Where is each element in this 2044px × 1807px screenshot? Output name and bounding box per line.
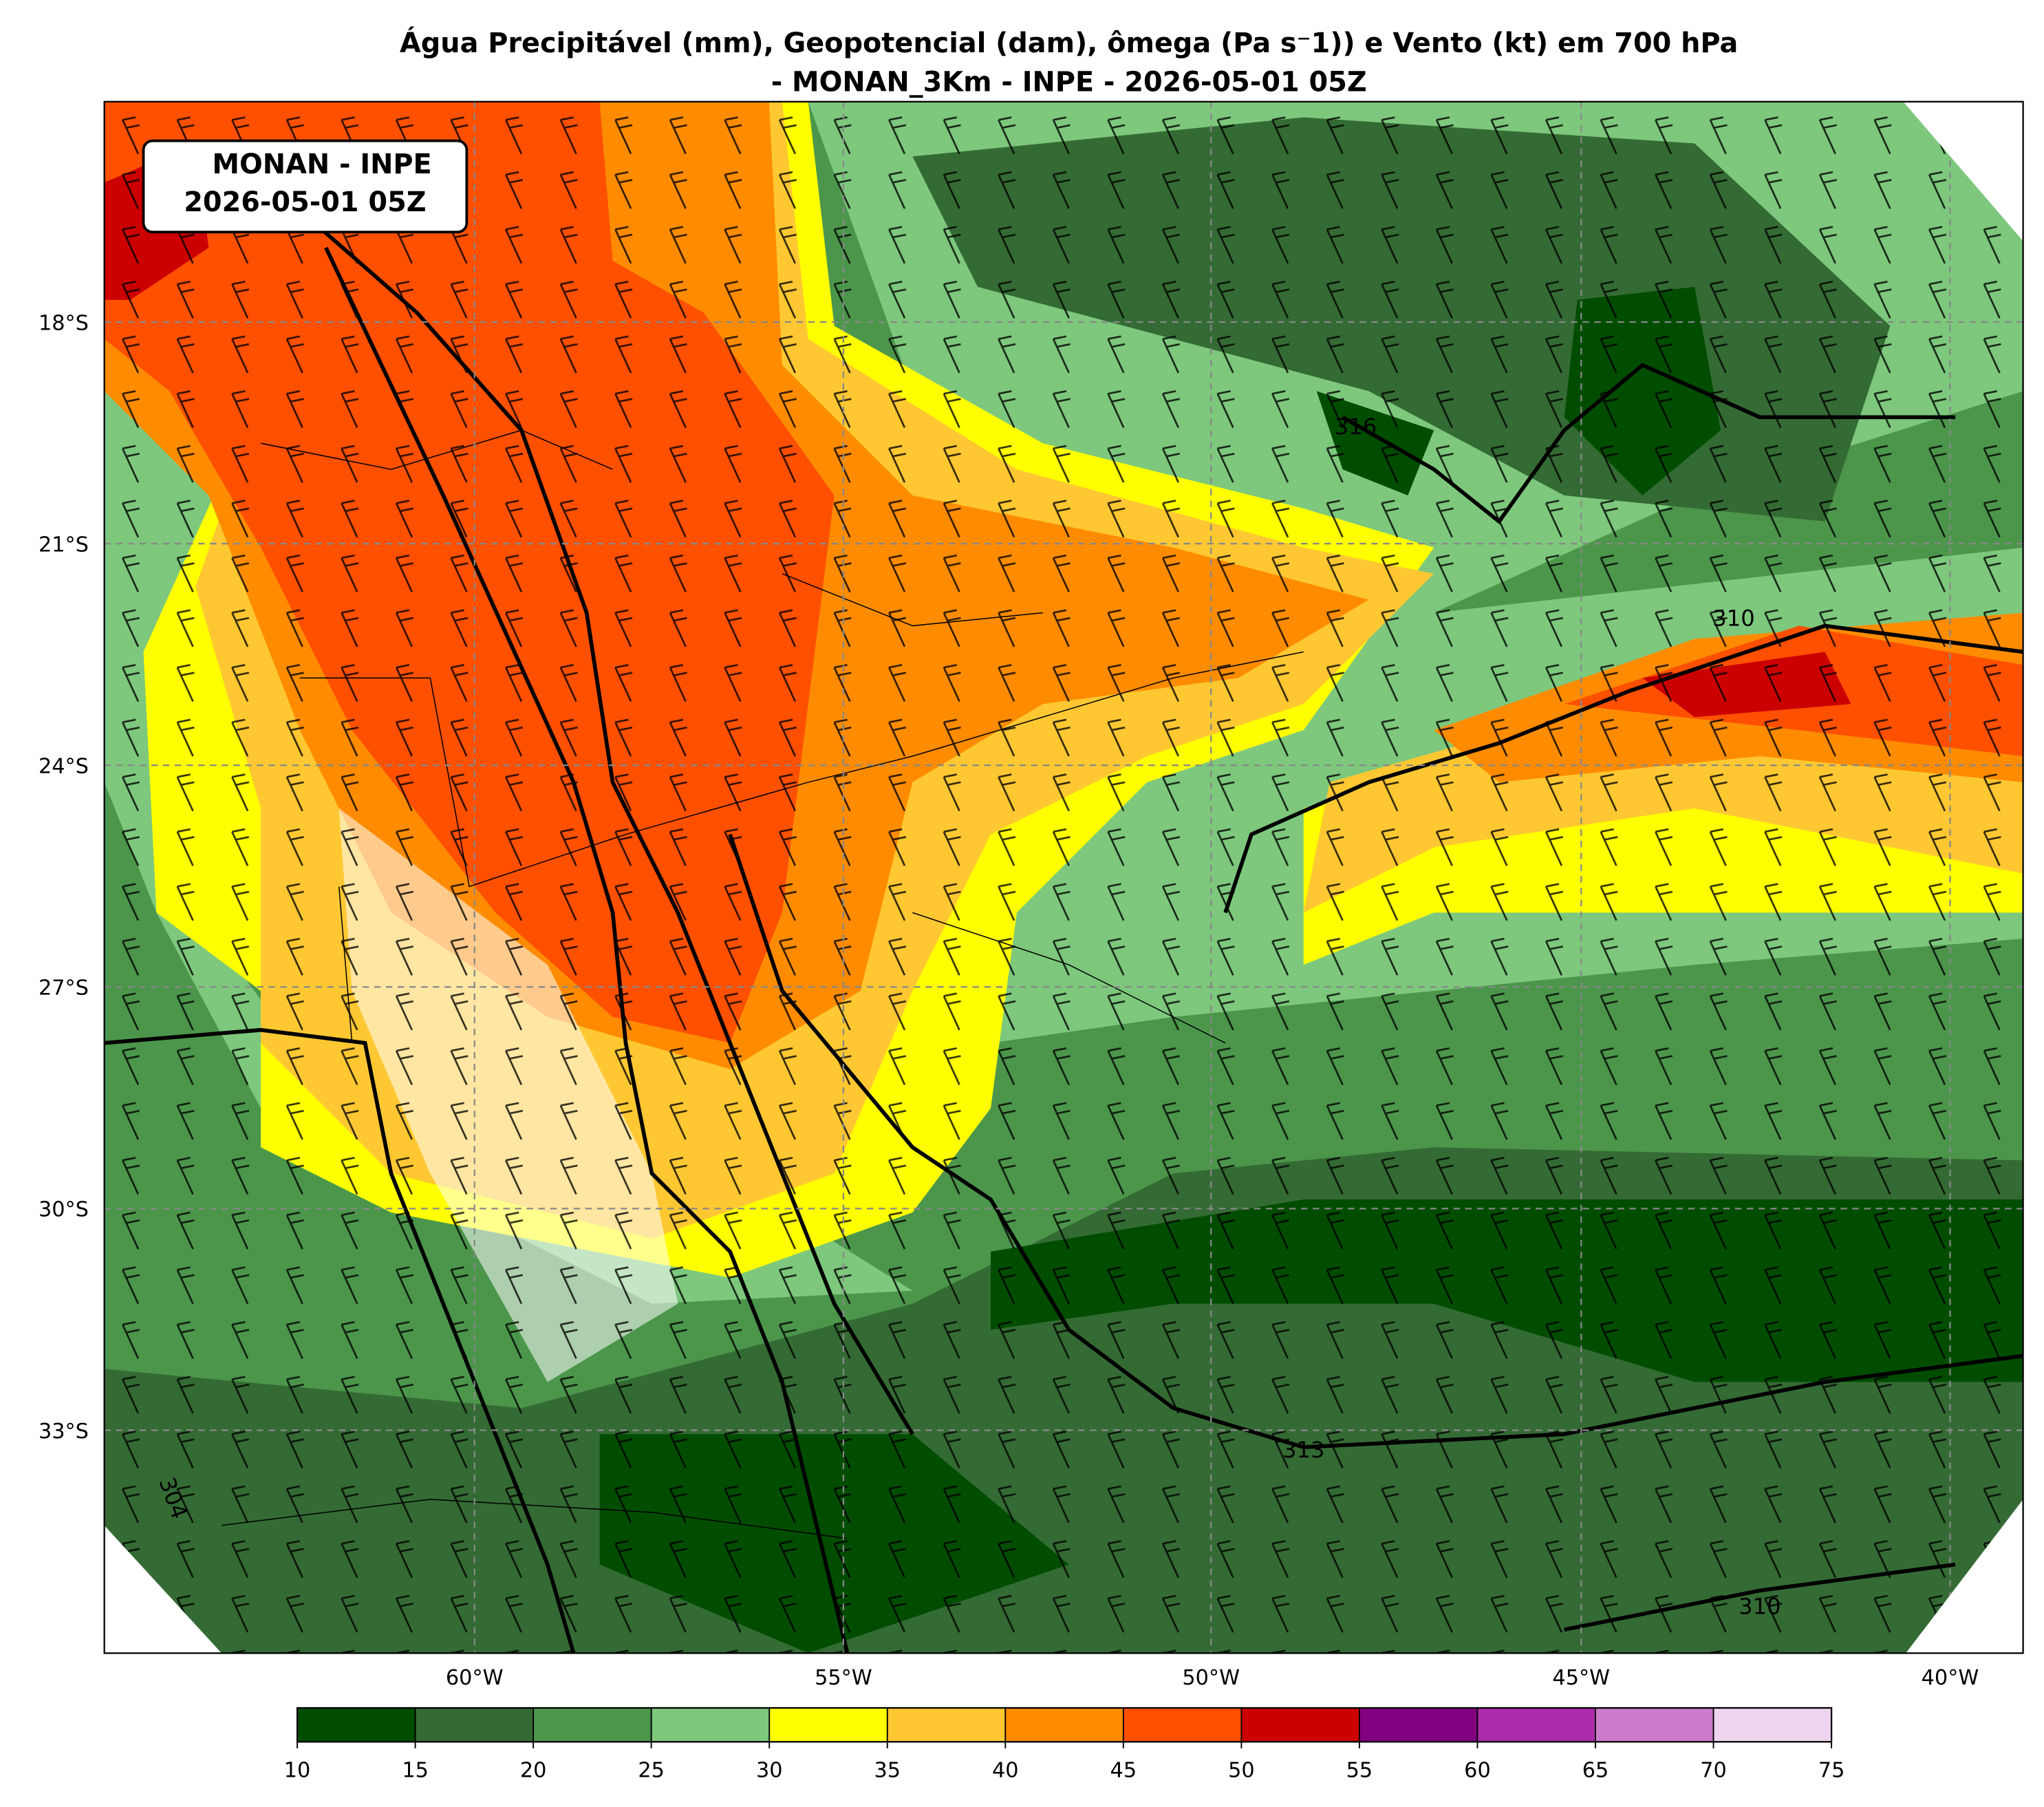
colorbar-tick-label: 25 <box>638 1758 665 1782</box>
latitude-label: 27°S <box>39 976 89 1001</box>
labels: 18°S 21°S 24°S 27°S 30°S 33°S 60°W 55°W 50°W 45°W… <box>39 311 1979 1782</box>
latitude-label: 30°S <box>39 1198 89 1222</box>
colorbar-segment <box>1713 1708 1832 1742</box>
colorbar-tick-label: 55 <box>1346 1758 1373 1782</box>
colorbar-segment <box>1477 1708 1596 1742</box>
colorbar-segment <box>1595 1708 1714 1742</box>
longitude-label: 45°W <box>1552 1666 1610 1690</box>
latitude-label: 24°S <box>39 755 89 779</box>
longitude-label: 40°W <box>1922 1666 1979 1690</box>
colorbar-tick-label: 40 <box>992 1758 1019 1782</box>
info-line: 2026-05-01 05Z <box>184 186 426 218</box>
subtitle: - MONAN_3Km - INPE - 2026-05-01 05Z <box>771 67 1367 98</box>
contour-label: 316 <box>1335 414 1377 440</box>
colorbar-tick-label: 60 <box>1464 1758 1491 1782</box>
colorbar-tick-label: 70 <box>1700 1758 1727 1782</box>
map-frame <box>103 100 2024 1654</box>
colorbar-tick-label: 30 <box>756 1758 783 1782</box>
colorbar-tick-label: 50 <box>1228 1758 1255 1782</box>
longitude-label: 50°W <box>1182 1666 1240 1690</box>
contour-label: 310 <box>1739 1594 1781 1620</box>
map <box>104 101 2023 1654</box>
colorbar-segment <box>1241 1708 1359 1742</box>
contour-label: 313 <box>1282 1437 1324 1463</box>
info-box <box>142 139 469 234</box>
latitude-label: 33°S <box>39 1420 89 1444</box>
title: Água Precipitável (mm), Geopotencial (da… <box>400 27 1738 59</box>
colorbar-tick-label: 45 <box>1110 1758 1137 1782</box>
colorbar-segment <box>1359 1708 1478 1742</box>
latitude-label: 18°S <box>39 311 89 335</box>
colorbar-tick-label: 75 <box>1818 1758 1845 1782</box>
colorbar-tick-label: 10 <box>284 1758 311 1782</box>
colorbar-tick-label: 20 <box>520 1758 547 1782</box>
colorbar-segment <box>297 1708 416 1742</box>
colorbar-tick-label: 15 <box>402 1758 429 1782</box>
contour-label: 310 <box>1712 605 1754 631</box>
longitude-label: 60°W <box>446 1666 504 1690</box>
colorbar-segment <box>887 1708 1006 1742</box>
latitude-label: 21°S <box>39 533 89 557</box>
colorbar-tick-label: 65 <box>1582 1758 1609 1782</box>
colorbar-segment <box>415 1708 534 1742</box>
colorbar-segment <box>1005 1708 1123 1742</box>
colorbar-segment <box>533 1708 652 1742</box>
colorbar-tick-label: 35 <box>874 1758 901 1782</box>
colorbar-segment <box>651 1708 770 1742</box>
colorbar-segment <box>769 1708 887 1742</box>
colorbar-segment <box>1123 1708 1242 1742</box>
info-line: MONAN - INPE <box>212 149 431 180</box>
longitude-label: 55°W <box>815 1666 872 1690</box>
